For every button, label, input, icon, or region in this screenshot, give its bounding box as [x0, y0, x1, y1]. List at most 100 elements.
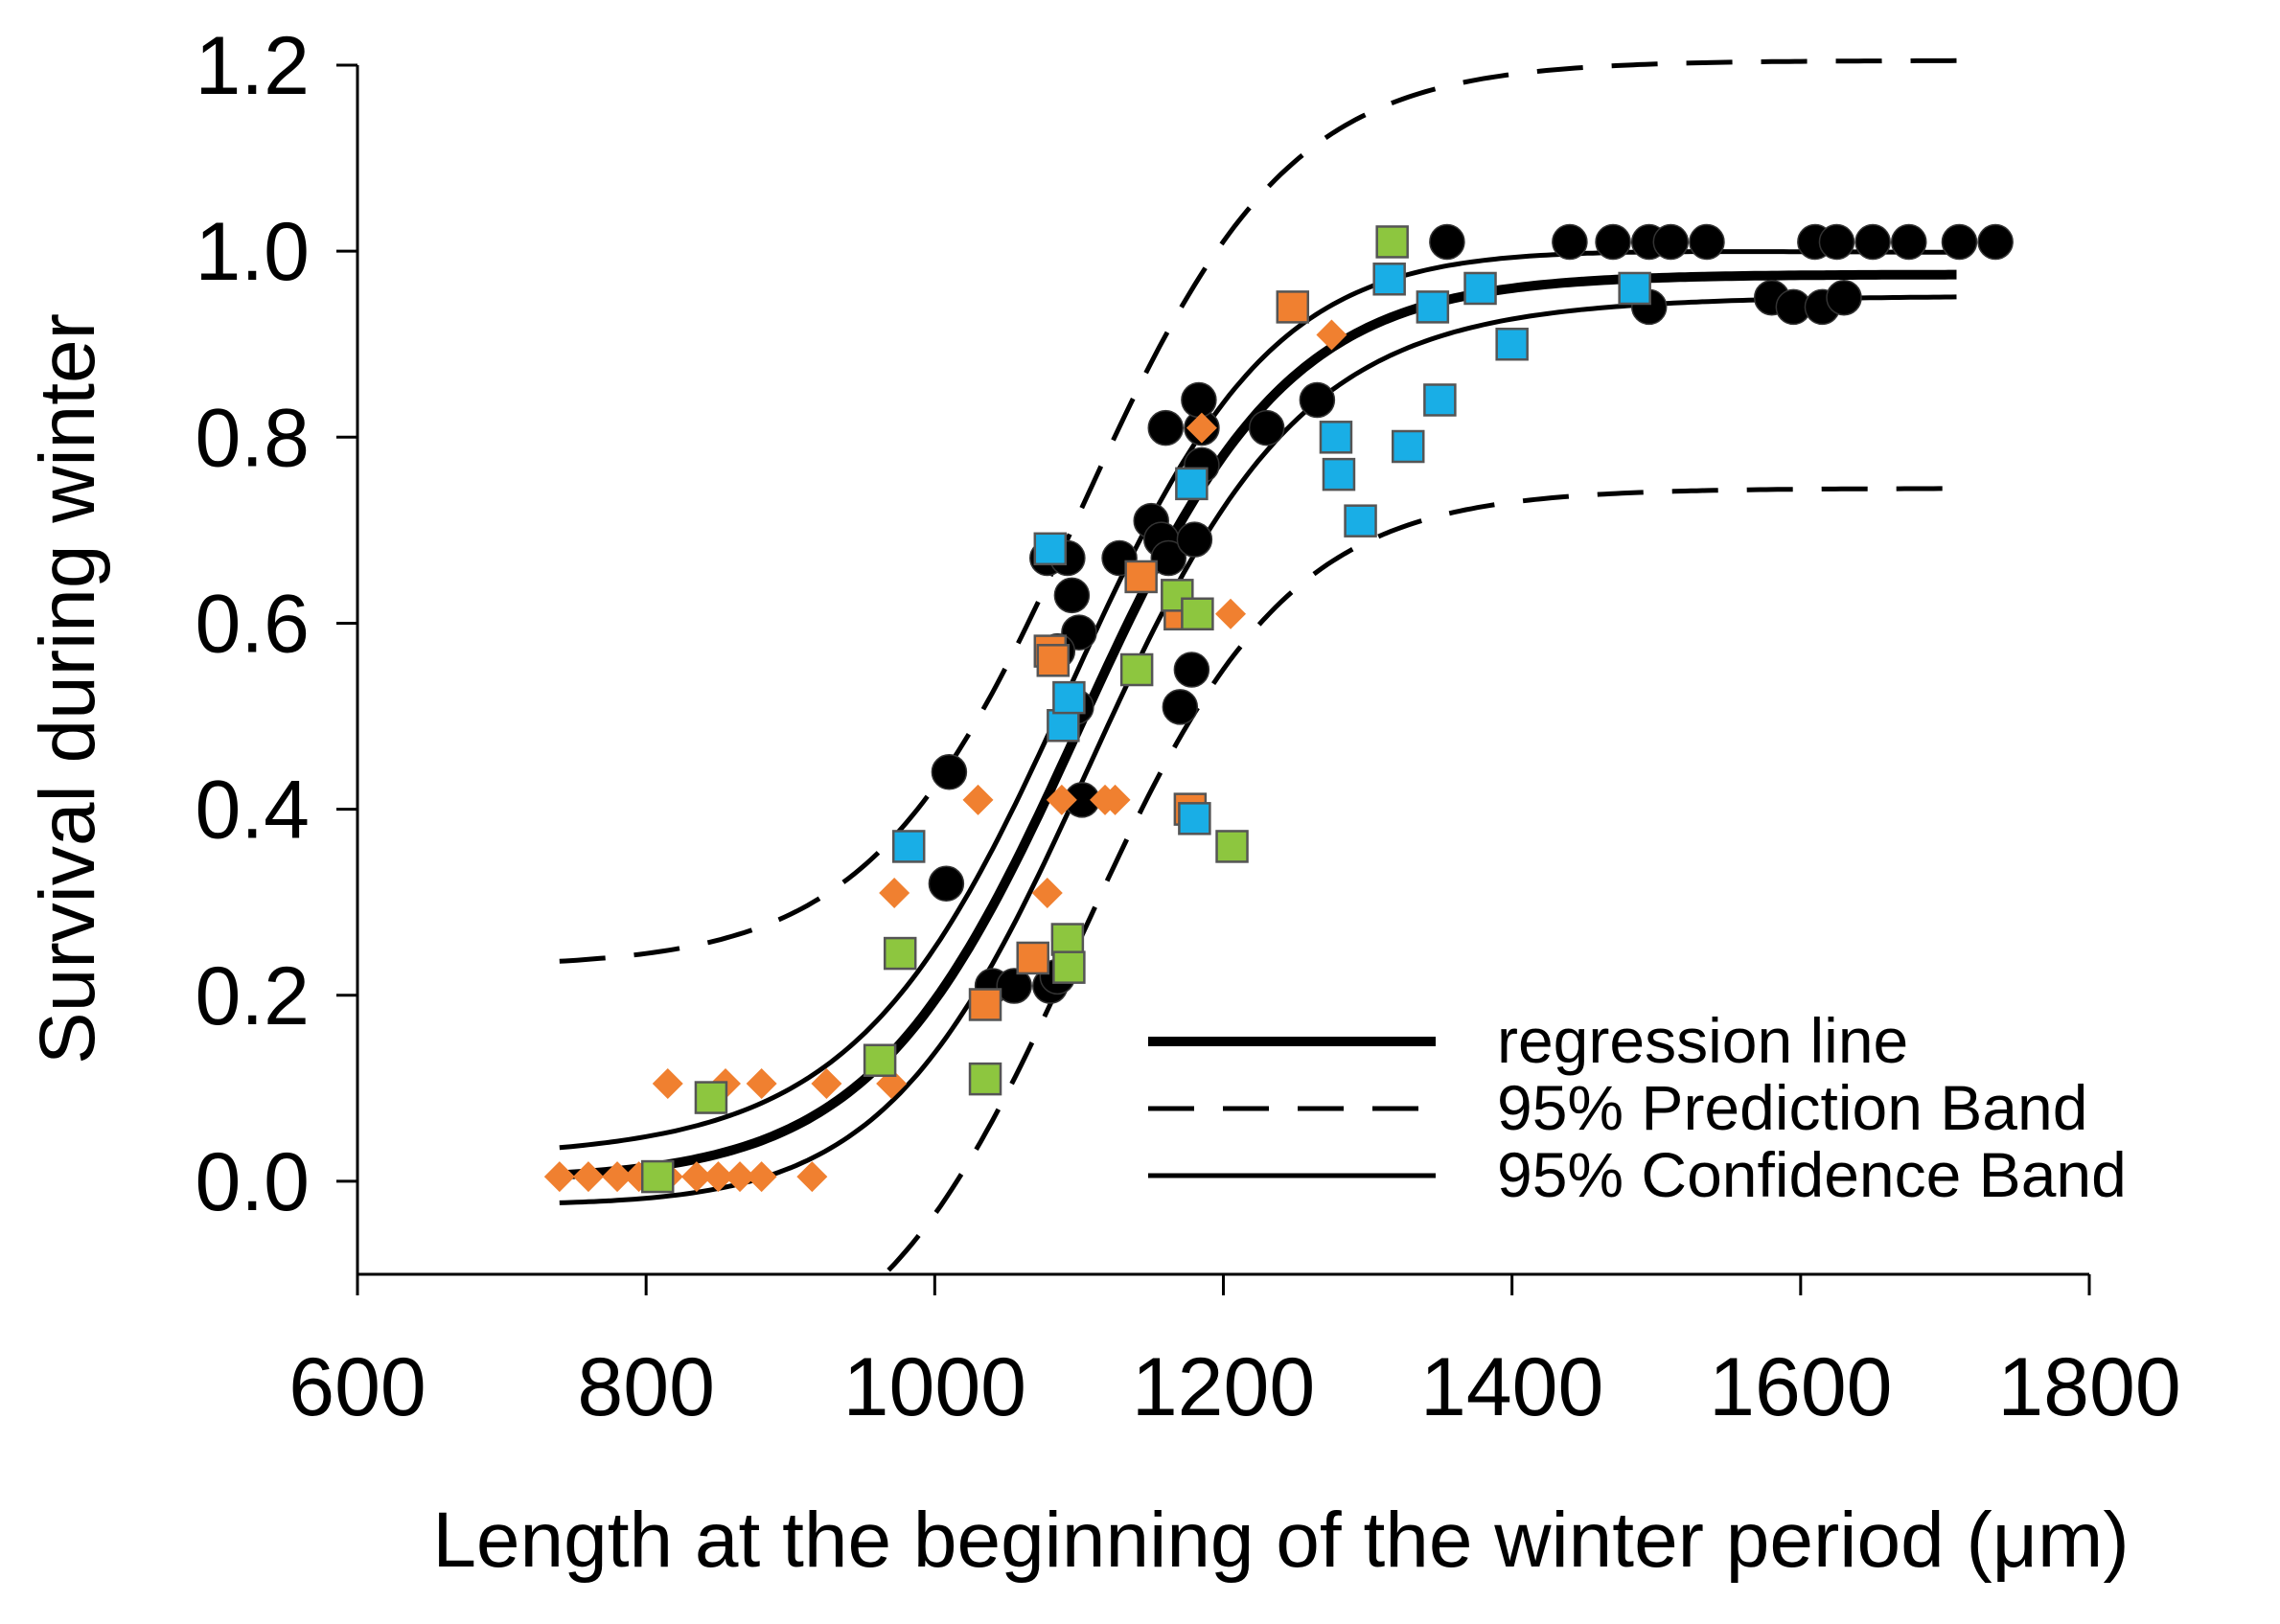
data-point-diamond	[572, 1161, 604, 1193]
data-point-square	[1052, 950, 1086, 984]
data-point-square	[1375, 225, 1409, 259]
data-point-square	[1423, 383, 1457, 417]
data-point-square	[1391, 429, 1425, 464]
data-point-square	[1495, 327, 1529, 361]
data-point-diamond	[746, 1067, 777, 1099]
x-tick-label: 1200	[1132, 1341, 1315, 1433]
data-point-diamond	[1186, 412, 1217, 444]
data-point-square	[1416, 290, 1450, 324]
data-point-diamond	[1099, 784, 1131, 815]
data-point-square	[891, 830, 926, 863]
prediction-band-lower	[887, 486, 1957, 1272]
data-point-square	[640, 1159, 675, 1194]
data-point-circle	[1173, 652, 1210, 688]
data-point-diamond	[1031, 877, 1063, 908]
data-point-circle	[1891, 223, 1927, 261]
data-point-square	[1322, 457, 1356, 492]
data-point-square	[1050, 923, 1085, 956]
data-point-diamond	[652, 1067, 683, 1099]
y-tick-label: 0.4	[195, 765, 310, 857]
data-point-diamond	[602, 1161, 633, 1193]
data-point-square	[1052, 680, 1086, 715]
data-point-diamond	[746, 1161, 777, 1193]
y-tick-label: 0.8	[195, 392, 310, 484]
data-point-diamond	[879, 877, 910, 908]
regression-curves	[559, 57, 1957, 1272]
y-tick-label: 1.0	[195, 206, 310, 298]
data-point-square	[1344, 504, 1377, 538]
data-point-circle	[1162, 689, 1199, 725]
y-tick-label: 0.0	[195, 1136, 310, 1228]
data-point-circle	[1176, 521, 1213, 558]
data-point-circle	[1181, 381, 1217, 419]
data-point-circle	[1150, 539, 1187, 577]
x-axis-title: Length at the beginning of the winter pe…	[432, 1497, 2129, 1584]
data-point-circle	[1977, 223, 2014, 261]
data-point-square	[968, 1062, 1002, 1096]
x-tick-label: 600	[288, 1341, 426, 1433]
data-point-circle	[1854, 223, 1891, 261]
data-point-square	[863, 1043, 897, 1077]
data-point-circle	[1248, 409, 1285, 446]
data-point-circle	[1299, 381, 1336, 419]
prediction-band-upper	[559, 57, 1957, 964]
legend-label: 95% Prediction Band	[1497, 1072, 2087, 1143]
data-point-square	[1016, 941, 1049, 975]
data-point-circle	[1941, 223, 1978, 261]
confidence-band-lower	[559, 294, 1957, 1205]
data-point-diamond	[962, 784, 994, 815]
data-point-diamond	[1215, 598, 1247, 629]
y-tick-label: 1.2	[195, 20, 310, 112]
x-tick-label: 1600	[1709, 1341, 1892, 1433]
data-point-circle	[1595, 223, 1631, 261]
data-point-diamond	[702, 1161, 734, 1193]
data-points	[543, 223, 2014, 1194]
legend-label: 95% Confidence Band	[1497, 1139, 2127, 1210]
data-point-circle	[996, 968, 1032, 1004]
data-point-square	[968, 988, 1002, 1021]
regression-line	[559, 269, 1957, 1180]
data-point-square	[1463, 271, 1497, 306]
data-point-circle	[1818, 223, 1855, 261]
data-point-circle	[931, 754, 968, 790]
data-point-square	[1215, 830, 1249, 863]
x-tick-label: 800	[577, 1341, 715, 1433]
legend-label: regression line	[1497, 1005, 1908, 1076]
data-point-square	[883, 936, 917, 971]
data-point-square	[1618, 271, 1651, 306]
data-point-square	[1033, 532, 1068, 566]
data-point-diamond	[543, 1161, 575, 1193]
y-tick-label: 0.2	[195, 950, 310, 1042]
data-point-square	[1372, 263, 1406, 296]
x-tick-label: 1800	[1997, 1341, 2180, 1433]
data-point-diamond	[680, 1161, 712, 1193]
data-point-square	[1178, 802, 1211, 835]
data-point-square	[1124, 560, 1158, 594]
data-point-circle	[1429, 223, 1465, 261]
data-point-square	[1036, 644, 1071, 677]
data-point-diamond	[811, 1067, 842, 1099]
data-point-square	[1181, 597, 1214, 631]
data-point-square	[1175, 467, 1209, 501]
data-point-circle	[1689, 223, 1725, 261]
x-tick-label: 1400	[1420, 1341, 1603, 1433]
data-point-diamond	[796, 1161, 828, 1193]
y-axis-title: Survival during winter	[24, 313, 111, 1064]
data-point-square	[1276, 290, 1310, 324]
x-tick-label: 1000	[843, 1341, 1026, 1433]
data-point-square	[694, 1081, 728, 1114]
axes: 0.0 0.2 0.4 0.6 0.8 1.0 1.2 600 800 1000 1200 1400 1…	[24, 20, 2181, 1584]
data-point-diamond	[1316, 319, 1347, 351]
data-point-circle	[1053, 577, 1091, 614]
data-point-circle	[1652, 223, 1690, 261]
data-point-circle	[1147, 409, 1185, 446]
data-point-square	[1047, 708, 1080, 743]
data-point-square	[1319, 421, 1353, 454]
data-point-circle	[928, 865, 965, 903]
data-point-circle	[1826, 279, 1862, 316]
y-tick-label: 0.6	[195, 578, 310, 670]
data-point-diamond	[1046, 784, 1077, 815]
data-point-square	[1119, 652, 1154, 687]
